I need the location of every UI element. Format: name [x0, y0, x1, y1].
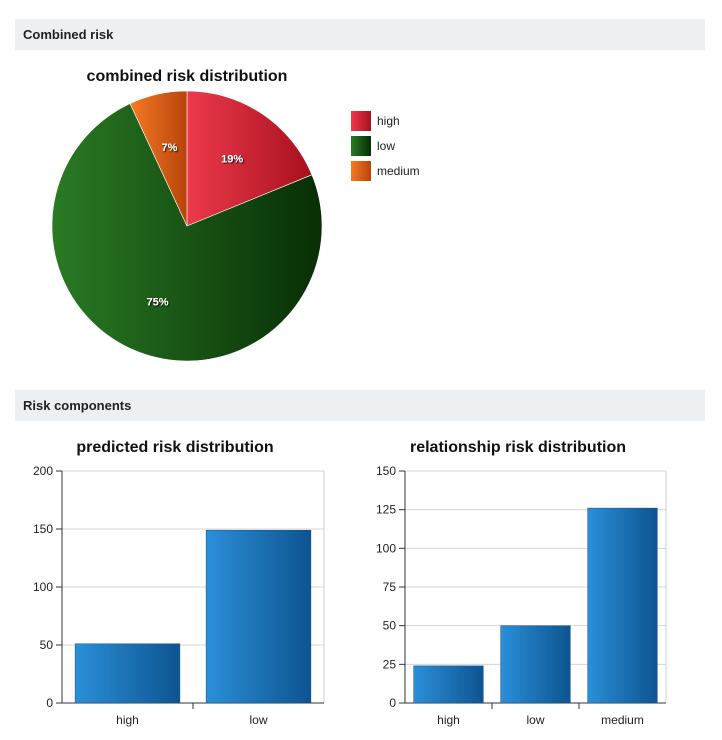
x-tick-label-medium: medium	[601, 713, 644, 727]
y-tick-label: 150	[33, 522, 53, 536]
pie-chart: 19% 75% 7%	[51, 90, 323, 362]
y-tick-label: 100	[376, 541, 396, 555]
pie-title: combined risk distribution	[87, 68, 288, 85]
bar-high	[74, 643, 181, 704]
legend-label-high: high	[377, 114, 400, 128]
bar-low	[205, 529, 312, 704]
legend-swatch-medium	[351, 161, 371, 181]
y-tick-label: 50	[40, 638, 54, 652]
x-tick-label-high: high	[116, 713, 139, 727]
legend-swatch-low	[351, 136, 371, 156]
pie-label-low: 75%	[146, 296, 168, 308]
bar-medium	[587, 507, 658, 704]
y-tick-label: 150	[376, 464, 396, 478]
y-tick-label: 200	[33, 464, 53, 478]
x-tick-label-high: high	[437, 713, 460, 727]
combined-risk-header: Combined risk	[15, 19, 705, 50]
predicted-chart-title: predicted risk distribution	[76, 439, 273, 456]
y-tick-label: 25	[383, 657, 397, 671]
risk-components-header: Risk components	[15, 390, 705, 421]
legend-label-low: low	[377, 139, 395, 153]
pie-label-medium: 7%	[162, 142, 178, 154]
y-tick-label: 125	[376, 503, 396, 517]
y-tick-label: 50	[383, 619, 397, 633]
pie-legend: high low medium	[351, 111, 420, 181]
predicted-bar-chart: 0 50 100 150 200 high low	[33, 464, 325, 727]
x-tick-label-low: low	[249, 713, 267, 727]
y-tick-label: 75	[383, 580, 397, 594]
legend-swatch-high	[351, 111, 371, 131]
x-tick-label-low: low	[526, 713, 544, 727]
pie-slice-medium	[129, 90, 188, 227]
bar-low	[500, 625, 571, 704]
pie-slice-high	[186, 90, 313, 227]
pie-label-high: 19%	[221, 154, 243, 166]
relationship-bar-chart: 0 25 50 75 100 125 150 high low medium	[376, 464, 667, 727]
pie-slice-low	[51, 103, 323, 362]
y-tick-label: 0	[46, 696, 53, 710]
relationship-chart-title: relationship risk distribution	[410, 439, 626, 456]
bar-high	[413, 665, 484, 704]
y-tick-label: 0	[389, 696, 396, 710]
y-tick-label: 100	[33, 580, 53, 594]
legend-label-medium: medium	[377, 164, 420, 178]
